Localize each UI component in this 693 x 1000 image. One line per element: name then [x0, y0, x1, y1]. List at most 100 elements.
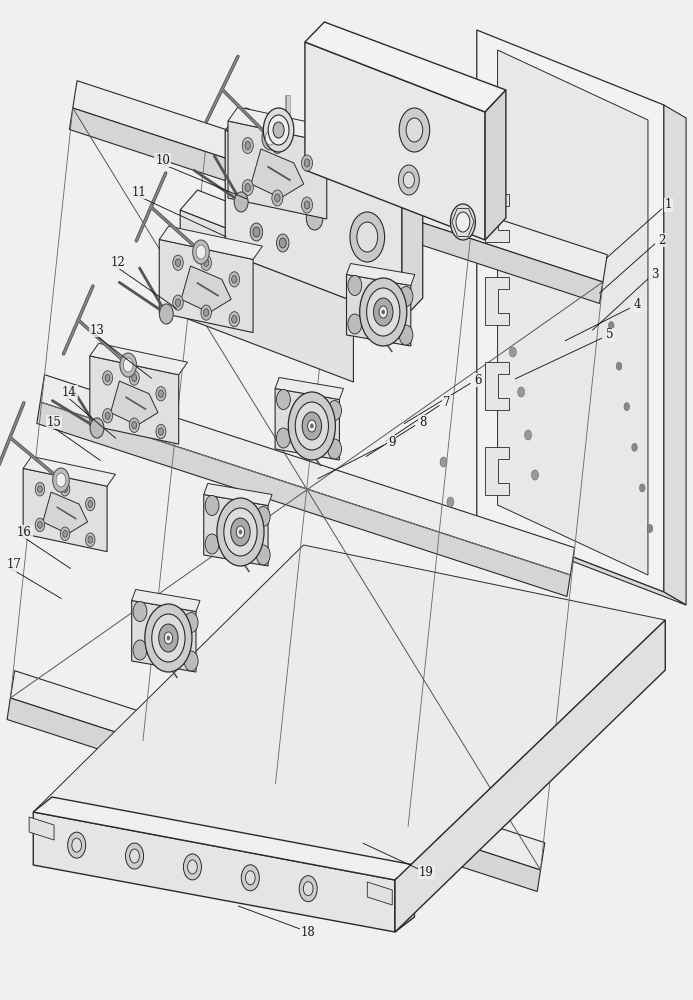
Polygon shape	[37, 402, 570, 596]
Text: 17: 17	[6, 558, 21, 572]
Circle shape	[256, 506, 270, 526]
Circle shape	[167, 636, 170, 640]
Circle shape	[399, 287, 413, 307]
Circle shape	[123, 358, 133, 372]
Circle shape	[243, 180, 254, 196]
Circle shape	[125, 843, 143, 869]
Polygon shape	[485, 90, 506, 240]
Polygon shape	[228, 107, 337, 142]
Circle shape	[241, 865, 259, 891]
Circle shape	[263, 108, 294, 152]
Circle shape	[132, 422, 137, 429]
Polygon shape	[10, 671, 545, 870]
Polygon shape	[180, 190, 371, 278]
Polygon shape	[228, 121, 327, 219]
Circle shape	[360, 278, 407, 346]
Polygon shape	[225, 108, 423, 200]
Circle shape	[239, 530, 242, 534]
Circle shape	[406, 118, 423, 142]
Circle shape	[306, 206, 323, 230]
Circle shape	[217, 498, 264, 566]
Circle shape	[350, 212, 385, 262]
Polygon shape	[395, 620, 665, 932]
Polygon shape	[225, 130, 402, 320]
Polygon shape	[498, 50, 648, 575]
Circle shape	[268, 115, 289, 145]
Polygon shape	[180, 210, 353, 382]
Text: 2: 2	[658, 233, 665, 246]
Polygon shape	[485, 362, 509, 410]
Circle shape	[632, 443, 638, 451]
Circle shape	[72, 838, 82, 852]
Circle shape	[205, 495, 219, 516]
Circle shape	[608, 322, 614, 330]
Circle shape	[374, 298, 393, 326]
Polygon shape	[7, 698, 541, 891]
Polygon shape	[73, 81, 607, 282]
Circle shape	[399, 108, 430, 152]
Circle shape	[245, 871, 255, 885]
Circle shape	[308, 420, 316, 432]
Circle shape	[60, 482, 70, 496]
Circle shape	[640, 484, 645, 492]
Circle shape	[253, 227, 260, 237]
Circle shape	[35, 518, 44, 532]
Text: 15: 15	[46, 416, 62, 428]
Polygon shape	[132, 600, 196, 672]
Circle shape	[277, 390, 290, 410]
Circle shape	[201, 305, 211, 320]
Polygon shape	[485, 194, 509, 242]
Polygon shape	[23, 456, 116, 486]
Circle shape	[133, 640, 147, 660]
Circle shape	[173, 255, 183, 270]
Circle shape	[450, 204, 475, 240]
Text: 16: 16	[17, 526, 32, 538]
Polygon shape	[33, 797, 414, 880]
Circle shape	[277, 151, 289, 169]
Circle shape	[310, 424, 313, 428]
Circle shape	[304, 159, 310, 167]
Circle shape	[173, 295, 183, 310]
Circle shape	[105, 412, 110, 419]
Circle shape	[204, 259, 209, 267]
Text: 13: 13	[89, 324, 105, 336]
Circle shape	[156, 386, 166, 401]
Circle shape	[88, 536, 93, 543]
Circle shape	[367, 288, 400, 336]
Circle shape	[103, 409, 112, 423]
Polygon shape	[367, 882, 392, 905]
Circle shape	[103, 371, 112, 385]
Circle shape	[53, 468, 69, 492]
Circle shape	[304, 201, 310, 209]
Polygon shape	[23, 468, 107, 552]
Circle shape	[130, 418, 139, 432]
Circle shape	[120, 353, 137, 377]
Circle shape	[262, 126, 279, 150]
Circle shape	[447, 497, 454, 507]
Polygon shape	[33, 812, 395, 932]
Circle shape	[456, 212, 470, 232]
Circle shape	[299, 876, 317, 902]
Circle shape	[279, 238, 286, 248]
Polygon shape	[275, 378, 344, 400]
Polygon shape	[33, 545, 665, 880]
Text: 11: 11	[131, 186, 146, 198]
Circle shape	[63, 486, 67, 493]
Polygon shape	[204, 484, 272, 506]
Text: 10: 10	[155, 153, 170, 166]
Circle shape	[250, 223, 263, 241]
Text: 4: 4	[634, 298, 641, 312]
Circle shape	[159, 428, 164, 435]
Circle shape	[302, 412, 322, 440]
Circle shape	[236, 526, 245, 538]
Circle shape	[304, 882, 313, 896]
Circle shape	[509, 347, 516, 357]
Circle shape	[196, 245, 206, 259]
Polygon shape	[477, 520, 686, 605]
Circle shape	[301, 197, 313, 213]
Polygon shape	[275, 389, 340, 460]
Circle shape	[86, 497, 95, 511]
Circle shape	[379, 306, 387, 318]
Polygon shape	[159, 226, 263, 259]
Circle shape	[382, 310, 385, 314]
